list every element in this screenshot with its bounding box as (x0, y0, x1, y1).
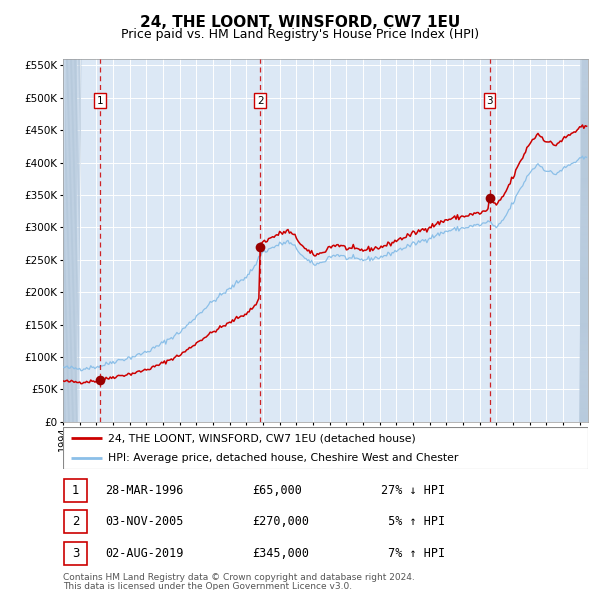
Text: 27% ↓ HPI: 27% ↓ HPI (381, 484, 445, 497)
Text: £345,000: £345,000 (252, 546, 309, 560)
Bar (63, 59, 77, 422)
Text: 1: 1 (72, 484, 79, 497)
Text: 3: 3 (486, 96, 493, 106)
Text: Price paid vs. HM Land Registry's House Price Index (HPI): Price paid vs. HM Land Registry's House … (121, 28, 479, 41)
Text: 03-NOV-2005: 03-NOV-2005 (105, 515, 184, 529)
Text: HPI: Average price, detached house, Cheshire West and Chester: HPI: Average price, detached house, Ches… (107, 453, 458, 463)
Text: £65,000: £65,000 (252, 484, 302, 497)
Text: 3: 3 (72, 546, 79, 560)
Text: This data is licensed under the Open Government Licence v3.0.: This data is licensed under the Open Gov… (63, 582, 352, 590)
Text: 24, THE LOONT, WINSFORD, CW7 1EU: 24, THE LOONT, WINSFORD, CW7 1EU (140, 15, 460, 30)
Bar (580, 59, 588, 422)
Text: 02-AUG-2019: 02-AUG-2019 (105, 546, 184, 560)
Text: 24, THE LOONT, WINSFORD, CW7 1EU (detached house): 24, THE LOONT, WINSFORD, CW7 1EU (detach… (107, 433, 415, 443)
Text: £270,000: £270,000 (252, 515, 309, 529)
Text: 2: 2 (257, 96, 263, 106)
Text: 28-MAR-1996: 28-MAR-1996 (105, 484, 184, 497)
Text: 1: 1 (97, 96, 103, 106)
Text: 2: 2 (72, 515, 79, 529)
Text: 5% ↑ HPI: 5% ↑ HPI (381, 515, 445, 529)
Text: 7% ↑ HPI: 7% ↑ HPI (381, 546, 445, 560)
Text: Contains HM Land Registry data © Crown copyright and database right 2024.: Contains HM Land Registry data © Crown c… (63, 573, 415, 582)
